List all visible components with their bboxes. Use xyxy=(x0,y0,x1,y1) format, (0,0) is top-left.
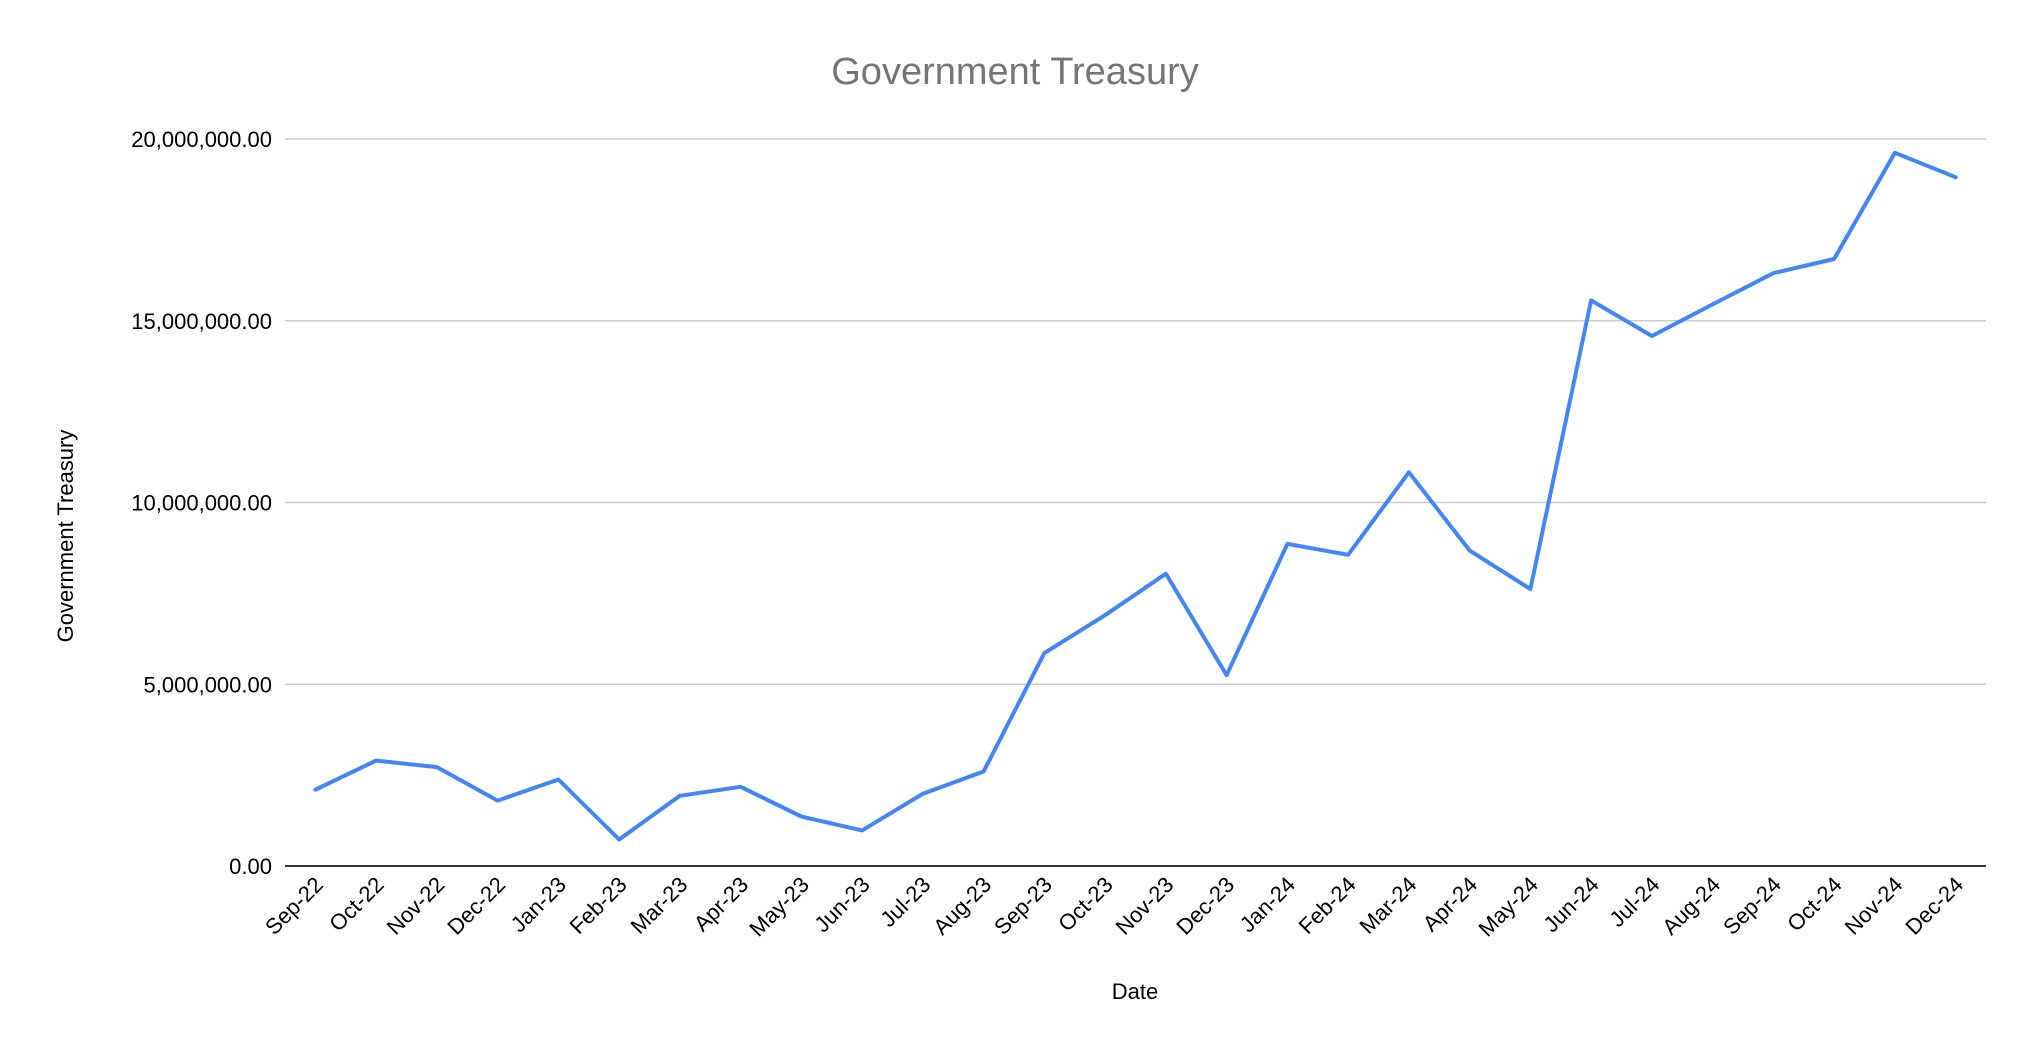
x-tick-label: Aug-24 xyxy=(1657,872,1725,940)
x-tick-label: May-23 xyxy=(744,872,814,942)
x-tick-label: Oct-22 xyxy=(324,872,388,936)
gridlines xyxy=(285,138,1986,685)
series-layer xyxy=(313,150,1958,842)
x-tick-label: Sep-24 xyxy=(1718,872,1786,940)
x-axis-ticks: Sep-22Oct-22Nov-22Dec-22Jan-23Feb-23Mar-… xyxy=(260,872,1968,942)
x-tick-label: Oct-24 xyxy=(1782,872,1846,936)
x-tick-label: Nov-22 xyxy=(382,872,450,940)
x-tick-label: Sep-22 xyxy=(260,872,328,940)
y-tick-label: 10,000,000.00 xyxy=(131,491,272,516)
series-line xyxy=(313,150,1958,842)
x-tick-label: Feb-24 xyxy=(1294,872,1361,939)
y-axis-title: Government Treasury xyxy=(53,430,78,643)
x-tick-label: Nov-23 xyxy=(1111,872,1179,940)
x-tick-label: Jun-23 xyxy=(809,872,874,937)
x-tick-label: Apr-24 xyxy=(1418,872,1482,936)
x-tick-label: Dec-24 xyxy=(1900,872,1968,940)
x-tick-label: Jul-23 xyxy=(875,872,935,932)
x-tick-label: Nov-24 xyxy=(1840,872,1908,940)
x-tick-label: Oct-23 xyxy=(1053,872,1117,936)
x-tick-label: May-24 xyxy=(1473,872,1543,942)
x-axis-title: Date xyxy=(1112,979,1158,1004)
x-tick-label: Mar-23 xyxy=(625,872,692,939)
x-tick-label: Jan-23 xyxy=(506,872,571,937)
y-tick-label: 5,000,000.00 xyxy=(144,672,272,697)
x-tick-label: Feb-23 xyxy=(565,872,632,939)
x-tick-label: Dec-23 xyxy=(1171,872,1239,940)
y-axis-ticks: 0.00 5,000,000.00 10,000,000.00 15,000,000.… xyxy=(131,127,272,879)
chart-title: Government Treasury xyxy=(831,51,1198,93)
x-tick-label: Jan-24 xyxy=(1235,872,1300,937)
x-tick-label: Jul-24 xyxy=(1604,872,1664,932)
x-tick-label: Sep-23 xyxy=(989,872,1057,940)
x-tick-label: Apr-23 xyxy=(689,872,753,936)
x-tick-label: Jun-24 xyxy=(1538,872,1603,937)
x-tick-label: Aug-23 xyxy=(928,872,996,940)
y-tick-label: 15,000,000.00 xyxy=(131,309,272,334)
y-tick-label: 0.00 xyxy=(229,854,272,879)
x-tick-label: Dec-22 xyxy=(442,872,510,940)
y-tick-label: 20,000,000.00 xyxy=(131,127,272,152)
x-tick-label: Mar-24 xyxy=(1354,872,1421,939)
